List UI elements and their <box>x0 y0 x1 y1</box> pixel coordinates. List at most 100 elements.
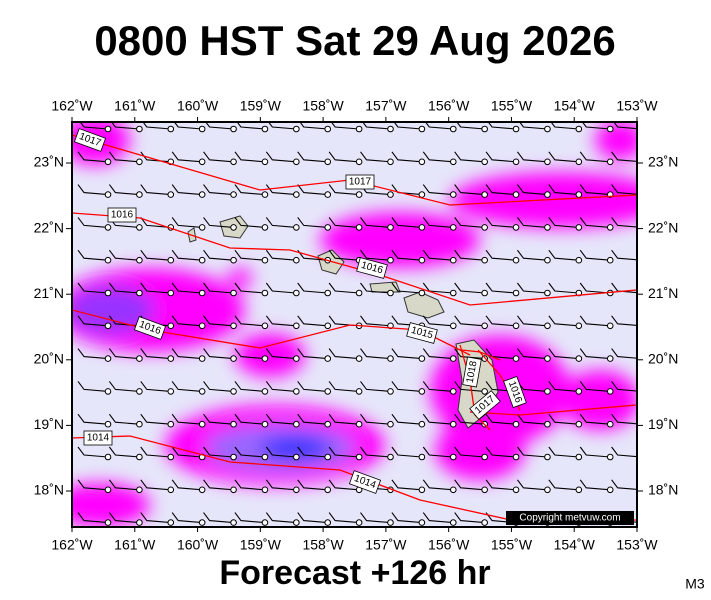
wind-barb <box>108 348 140 360</box>
longitude-label: 156˚W <box>428 537 470 553</box>
wind-barb <box>328 446 360 458</box>
model-code: M3 <box>685 576 705 592</box>
wind-barb <box>360 413 391 425</box>
wind-barb <box>108 446 140 458</box>
wind-barb <box>108 413 140 425</box>
station <box>575 322 583 330</box>
station <box>293 224 300 231</box>
station <box>544 453 551 461</box>
station <box>606 158 614 166</box>
wind-barb <box>487 122 517 130</box>
longitude-label: 159˚W <box>240 98 282 114</box>
wind-barb <box>77 249 109 261</box>
label-box <box>83 430 113 446</box>
wind-barb <box>203 151 234 163</box>
wind-barb <box>77 381 109 392</box>
station <box>136 224 143 231</box>
wind-barb <box>643 381 673 391</box>
wind-barb <box>422 348 454 360</box>
wind-barb <box>548 315 579 327</box>
wind-barb <box>611 249 637 261</box>
wind-barb <box>454 184 485 196</box>
wind-barb <box>234 413 265 425</box>
latitude-label: 19˚N <box>34 416 64 432</box>
station <box>230 519 237 526</box>
longitude-label: 161˚W <box>114 98 156 114</box>
station <box>324 453 332 461</box>
station <box>198 420 206 428</box>
wind-barb <box>485 315 517 327</box>
station <box>136 355 143 362</box>
wind-barb <box>643 447 673 457</box>
wind-barb <box>360 381 391 392</box>
wind-barb <box>173 122 203 130</box>
wind-barb <box>140 217 171 228</box>
station <box>198 355 206 362</box>
station <box>449 322 457 330</box>
wind-barb <box>485 479 517 491</box>
wind-barb <box>517 282 548 294</box>
station <box>449 158 457 166</box>
station <box>104 158 112 166</box>
wind-barb <box>330 122 360 130</box>
station <box>167 125 175 133</box>
longitude-label: 155˚W <box>491 537 533 553</box>
station <box>544 289 551 297</box>
station <box>104 224 112 231</box>
wind-barb <box>454 315 485 327</box>
wind-barb <box>171 151 203 163</box>
wind-barb <box>454 512 485 524</box>
station <box>136 388 143 395</box>
station <box>387 224 394 231</box>
station <box>230 388 237 395</box>
station <box>261 420 269 428</box>
station <box>293 519 300 526</box>
station <box>606 224 614 231</box>
station <box>449 289 457 297</box>
wind-barb <box>171 249 203 261</box>
wind-barb <box>265 184 297 196</box>
station <box>136 191 143 198</box>
wind-barb <box>391 512 422 524</box>
station <box>293 289 300 297</box>
wind-barb <box>297 446 328 458</box>
wind-barb <box>297 413 328 425</box>
station <box>387 420 394 428</box>
label-box <box>73 128 107 152</box>
wind-barb <box>77 348 109 360</box>
wind-barb <box>171 381 203 392</box>
label-box <box>469 390 501 420</box>
wind-barb <box>297 184 328 196</box>
wind-barb <box>519 122 548 130</box>
station <box>167 355 175 362</box>
station <box>418 519 426 526</box>
wind-barb <box>360 282 391 294</box>
wind-barb <box>422 315 454 327</box>
station <box>575 125 583 133</box>
wind-barb <box>108 151 140 163</box>
station <box>198 256 206 264</box>
isobar <box>72 134 637 206</box>
station <box>575 256 583 264</box>
longitude-label: 160˚W <box>177 98 219 114</box>
station <box>481 224 488 231</box>
latitude-label: 20˚N <box>34 351 64 367</box>
wind-barb <box>611 446 637 458</box>
station <box>606 125 614 133</box>
station <box>639 421 645 427</box>
wind-barb <box>140 282 171 294</box>
station <box>167 420 175 428</box>
wind-barb <box>360 512 391 524</box>
wind-barb <box>422 381 454 392</box>
station <box>230 191 237 198</box>
station <box>606 453 614 461</box>
wind-barb <box>456 122 485 130</box>
station <box>324 486 332 494</box>
wind-barb <box>643 119 673 129</box>
label-box <box>107 207 137 223</box>
wind-barb <box>328 151 360 163</box>
isobar <box>461 349 501 361</box>
latitude-label: 22˚N <box>34 219 64 235</box>
station <box>324 224 332 231</box>
label-box <box>356 257 388 279</box>
